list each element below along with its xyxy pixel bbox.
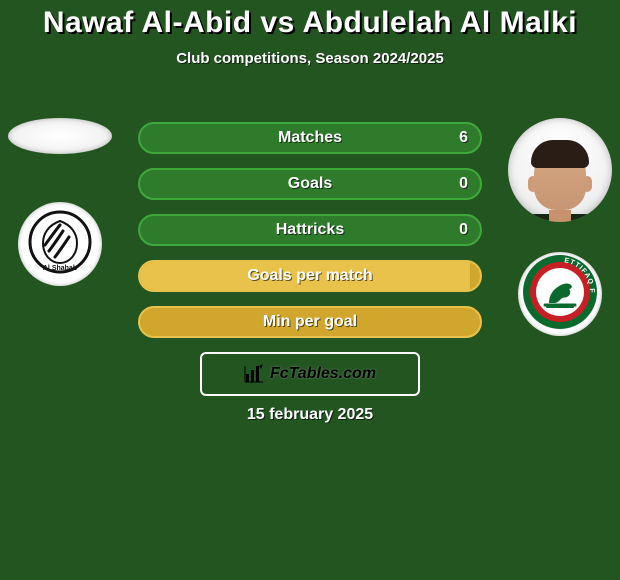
- stat-right-value: 6: [459, 129, 468, 147]
- stat-row: Matches 6: [138, 122, 482, 154]
- left-club-badge: Al Shabab: [18, 202, 102, 286]
- svg-text:Al Shabab: Al Shabab: [43, 265, 77, 272]
- stat-label: Matches: [278, 129, 342, 147]
- stat-row: Goals per match: [138, 260, 482, 292]
- watermark-text: FcTables.com: [270, 365, 376, 383]
- ettifaq-crest-icon: ETTIFAQ F.C: [521, 253, 599, 336]
- right-player-avatar: [508, 118, 612, 222]
- right-player-column: ETTIFAQ F.C: [508, 118, 612, 336]
- stats-section: Matches 6 Goals 0 Hattricks 0 Goals per match M…: [138, 122, 482, 338]
- watermark-pill: FcTables.com: [200, 352, 420, 396]
- left-player-column: Al Shabab: [8, 118, 112, 286]
- stat-row: Hattricks 0: [138, 214, 482, 246]
- stat-row: Min per goal: [138, 306, 482, 338]
- player-face-icon: [520, 134, 600, 222]
- right-club-badge: ETTIFAQ F.C: [518, 252, 602, 336]
- subtitle: Club competitions, Season 2024/2025: [0, 50, 620, 67]
- title: Nawaf Al-Abid vs Abdulelah Al Malki: [0, 6, 620, 40]
- stat-label: Hattricks: [276, 221, 344, 239]
- bar-chart-icon: [244, 364, 264, 384]
- shabab-crest-icon: Al Shabab: [25, 207, 95, 282]
- stat-right-value: 0: [459, 221, 468, 239]
- left-player-avatar: [8, 118, 112, 154]
- stat-right-value: 0: [459, 175, 468, 193]
- stat-label: Min per goal: [263, 313, 357, 331]
- comparison-card: Nawaf Al-Abid vs Abdulelah Al Malki Club…: [0, 0, 620, 580]
- stat-row: Goals 0: [138, 168, 482, 200]
- date: 15 february 2025: [0, 406, 620, 424]
- stat-label: Goals: [288, 175, 332, 193]
- stat-label: Goals per match: [247, 267, 372, 285]
